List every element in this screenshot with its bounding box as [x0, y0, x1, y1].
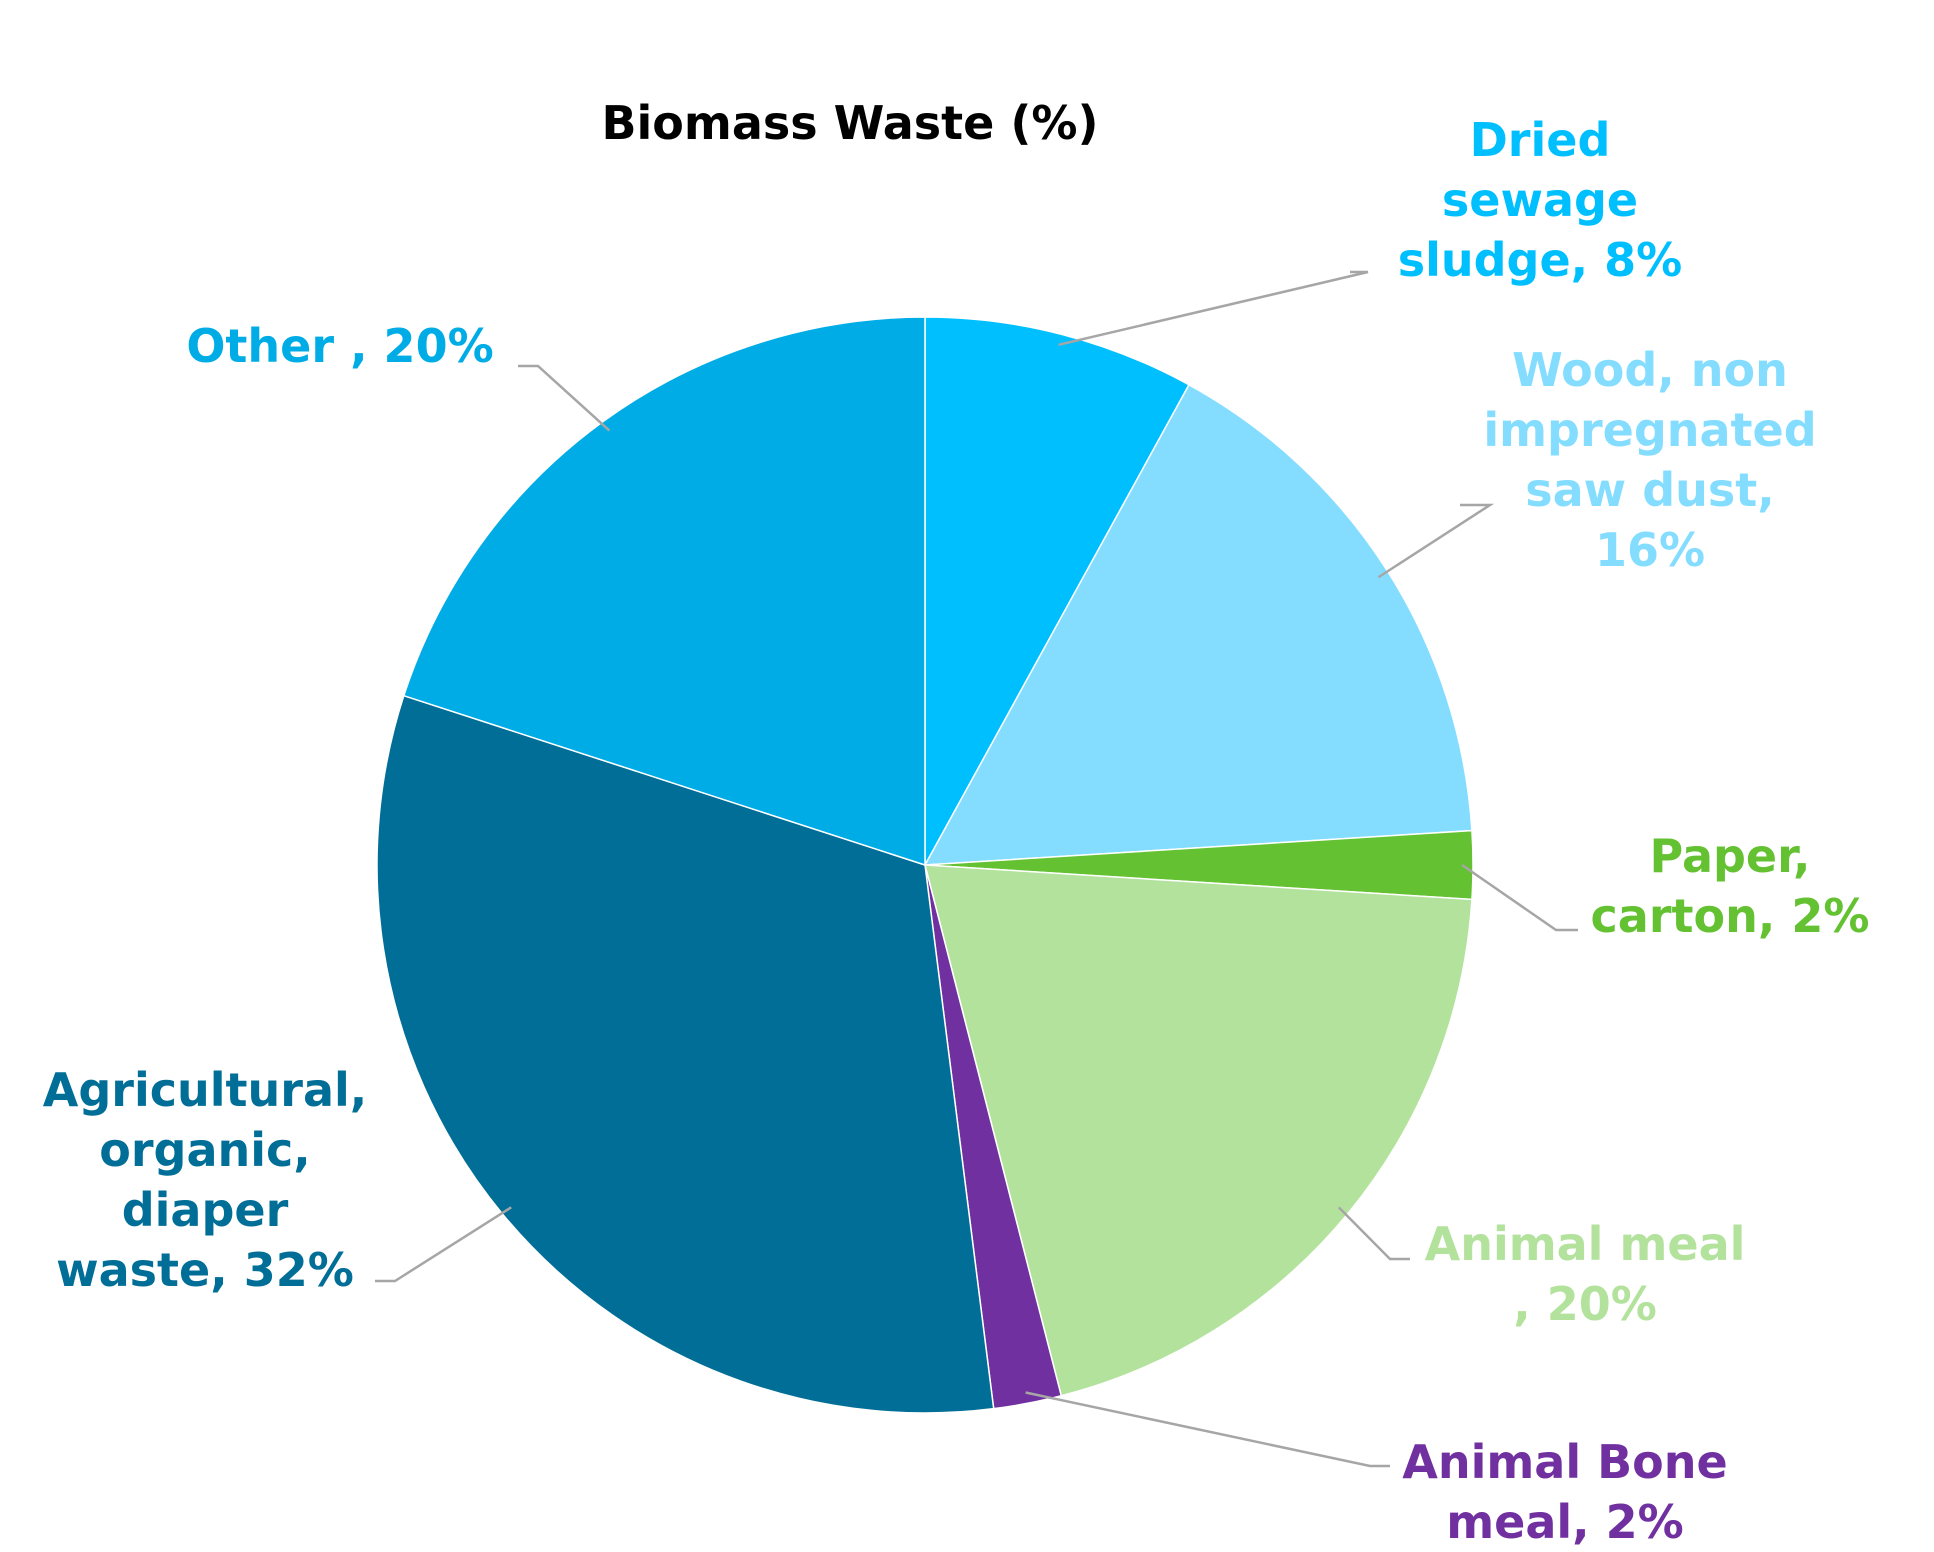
pie-slice-other [402, 316, 926, 867]
leader-line-3 [1337, 1206, 1410, 1261]
leader-line-6 [518, 364, 611, 432]
leader-line-0 [1058, 270, 1369, 347]
label-animal-bone-meal: Animal Bone meal, 2% [1402, 1435, 1728, 1549]
pie-slice-agricultural-organic-diaper-waste [376, 694, 995, 1414]
label-animal-meal: Animal meal , 20% [1424, 1217, 1746, 1331]
leader-line-2 [1461, 863, 1578, 932]
label-dried-sewage-sludge: Dried sewage sludge, 8% [1397, 113, 1683, 287]
label-paper-carton: Paper, carton, 2% [1590, 829, 1870, 943]
label-other: Other , 20% [186, 319, 494, 373]
leader-line-5 [375, 1206, 512, 1283]
leader-line-4 [1025, 1391, 1390, 1468]
chart-title: Biomass Waste (%) [601, 96, 1099, 150]
label-wood-saw-dust: Wood, non impregnated saw dust, 16% [1483, 343, 1817, 577]
label-agricultural-organic-diaper-waste: Agricultural, organic, diaper waste, 32% [42, 1063, 368, 1297]
leader-line-1 [1377, 503, 1495, 579]
pie-slice-dried-sewage-sludge [924, 316, 1191, 866]
